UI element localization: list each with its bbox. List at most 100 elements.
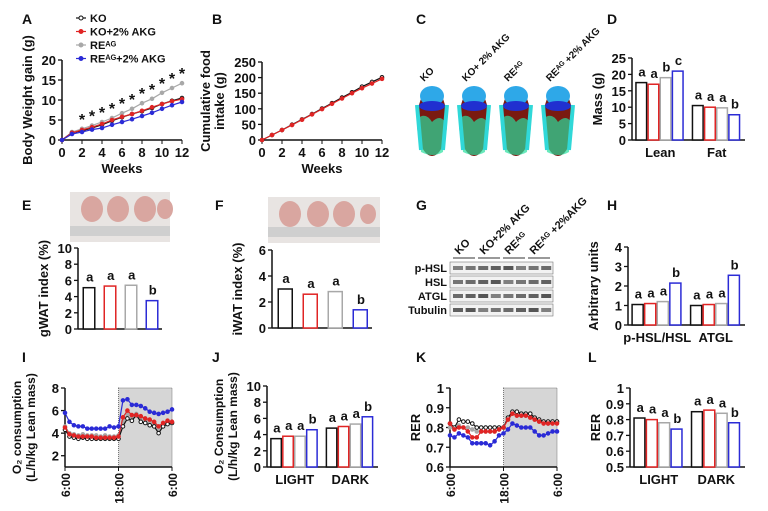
data-point <box>93 426 99 431</box>
y-tick-label: 25 <box>612 51 626 66</box>
significance-letter: a <box>638 65 646 80</box>
fat-pad <box>279 201 301 227</box>
y-axis-label: RER <box>408 413 423 441</box>
data-point <box>339 96 345 101</box>
y-tick-label: 4 <box>52 426 60 441</box>
data-point <box>447 421 453 426</box>
data-point <box>536 419 542 424</box>
data-point <box>527 425 533 430</box>
bar-KO+2% AKG <box>302 293 318 329</box>
bar-KO+2% AKG <box>103 285 117 330</box>
x-tick-label: 6:00 <box>444 473 458 497</box>
bar-KO+2% AKG <box>647 83 660 141</box>
data-point <box>169 98 175 104</box>
bar-KO+2% AKG <box>643 302 657 326</box>
panel-label-C: C <box>416 11 426 27</box>
data-point <box>159 90 165 96</box>
data-point <box>129 412 135 418</box>
y-tick-label: 0.7 <box>426 440 444 455</box>
data-point <box>134 402 139 408</box>
data-point <box>165 418 170 424</box>
x-tick-label: 10 <box>155 145 169 160</box>
data-point <box>79 129 85 135</box>
mouse-edge <box>415 104 449 151</box>
legend-marker <box>78 15 84 21</box>
y-axis-label: (L/h/kg Lean mass) <box>226 372 240 481</box>
blot-band <box>528 294 539 298</box>
bar-KO <box>325 427 338 468</box>
data-point <box>71 422 77 428</box>
bar-KO <box>633 417 646 468</box>
bar-REᴬᴳ <box>349 423 362 468</box>
data-point <box>492 429 497 434</box>
data-point <box>514 423 520 428</box>
y-tick-label: 0.9 <box>426 401 444 416</box>
blot-band <box>516 294 526 298</box>
panel-label-J: J <box>212 349 220 365</box>
y-tick-label: 200 <box>234 71 256 86</box>
iwat-photo <box>268 197 380 243</box>
data-point <box>501 431 506 436</box>
data-point <box>134 412 139 418</box>
data-point <box>456 431 462 436</box>
blot-band <box>541 308 552 312</box>
x-tick-label: 0 <box>258 145 265 160</box>
mouse-scan-label: REᴬᴳ <box>502 60 527 85</box>
y-tick-label: 0.5 <box>606 460 624 475</box>
data-point <box>169 419 175 425</box>
significance-letter: a <box>651 66 659 81</box>
y-axis-label: Mass (g) <box>590 73 605 126</box>
data-point <box>98 426 103 431</box>
x-tick-label: 6:00 <box>59 473 73 497</box>
bar-KO <box>270 437 283 468</box>
data-point <box>107 435 112 440</box>
bar-REᴬᴳ+2% AKG <box>145 299 159 330</box>
data-point <box>89 127 95 132</box>
data-point <box>129 418 135 424</box>
x-tick-label: 4 <box>298 145 306 160</box>
blot-band <box>528 308 539 312</box>
y-axis-label: O₂ consumption <box>10 381 24 474</box>
y-tick-label: 6 <box>52 404 59 419</box>
significance-letter: a <box>86 270 94 285</box>
data-point <box>62 425 68 430</box>
significance-star: * <box>89 109 96 126</box>
blot-band <box>490 308 501 312</box>
blot-lane-label: KO <box>453 237 473 257</box>
y-axis-label: iWAT index (%) <box>230 243 245 336</box>
bar-KO <box>82 286 96 330</box>
blot-band <box>541 294 552 298</box>
y-tick-label: 4 <box>259 269 267 284</box>
data-point <box>67 419 72 425</box>
blot-band <box>516 308 526 312</box>
data-point <box>129 402 135 408</box>
blot-band <box>465 294 476 298</box>
data-point <box>69 131 75 137</box>
y-tick-label: 0 <box>65 322 72 337</box>
bar-REᴬᴳ <box>327 290 343 329</box>
y-axis-label: O₂ Consumption <box>212 379 226 474</box>
data-point <box>554 429 560 434</box>
x-tick-label: 6 <box>118 145 125 160</box>
data-point <box>492 425 497 430</box>
significance-star: * <box>139 86 146 103</box>
y-tick-label: 0 <box>249 133 256 148</box>
bar-KO <box>691 104 704 141</box>
significance-star: * <box>79 112 86 129</box>
data-point <box>160 420 166 426</box>
significance-letter: b <box>309 412 317 427</box>
data-point <box>299 117 305 123</box>
data-point <box>474 441 480 446</box>
data-point <box>550 421 555 426</box>
data-point <box>139 100 145 106</box>
bar-REᴬᴳ+2% AKG <box>727 422 741 468</box>
data-point <box>519 425 524 430</box>
data-point <box>487 425 493 430</box>
data-point <box>452 435 457 440</box>
y-tick-label: 0.7 <box>606 428 624 443</box>
y-axis-label: (L/h/kg Lean mass) <box>24 373 38 482</box>
